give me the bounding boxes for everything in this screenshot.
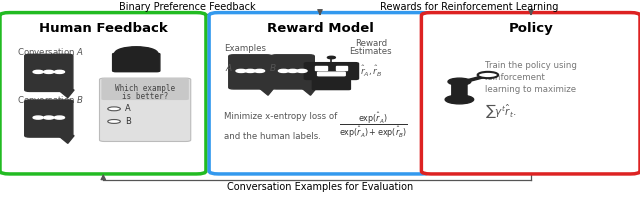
Circle shape xyxy=(44,70,54,73)
Text: $B$: $B$ xyxy=(269,62,277,73)
FancyBboxPatch shape xyxy=(209,13,431,174)
Text: B: B xyxy=(125,117,131,126)
Circle shape xyxy=(297,69,307,72)
FancyBboxPatch shape xyxy=(101,79,189,100)
FancyBboxPatch shape xyxy=(25,100,73,137)
Circle shape xyxy=(445,95,474,104)
Text: is better?: is better? xyxy=(122,92,168,101)
Text: Binary Preference Feedback: Binary Preference Feedback xyxy=(118,2,255,12)
Text: Train the policy using
reinforcement
learning to maximize: Train the policy using reinforcement lea… xyxy=(484,61,577,94)
FancyBboxPatch shape xyxy=(228,55,272,89)
Text: and the human labels.: and the human labels. xyxy=(224,132,321,140)
Text: Policy: Policy xyxy=(509,22,554,35)
Text: $\hat{r}_A, \hat{r}_B$: $\hat{r}_A, \hat{r}_B$ xyxy=(360,64,383,79)
Circle shape xyxy=(477,72,498,78)
Text: Conversation $A$: Conversation $A$ xyxy=(17,46,84,57)
Polygon shape xyxy=(58,136,74,143)
Circle shape xyxy=(448,78,471,85)
Circle shape xyxy=(108,120,120,123)
Circle shape xyxy=(33,70,44,73)
Circle shape xyxy=(54,70,65,73)
Text: Which example: Which example xyxy=(115,84,175,93)
Text: $\sum \gamma^t \hat{r}_t.$: $\sum \gamma^t \hat{r}_t.$ xyxy=(484,103,516,121)
FancyBboxPatch shape xyxy=(304,63,358,79)
Text: Estimates: Estimates xyxy=(349,47,392,56)
Text: Conversation $B$: Conversation $B$ xyxy=(17,94,84,105)
Bar xyxy=(316,66,327,70)
Text: $A$: $A$ xyxy=(225,62,233,73)
Polygon shape xyxy=(58,90,74,98)
Text: Human Feedback: Human Feedback xyxy=(39,22,168,35)
Circle shape xyxy=(278,69,289,72)
Circle shape xyxy=(108,107,120,111)
Circle shape xyxy=(328,56,335,59)
FancyBboxPatch shape xyxy=(421,13,640,174)
Polygon shape xyxy=(301,87,317,95)
Circle shape xyxy=(44,116,54,119)
Text: Minimize x-entropy loss of: Minimize x-entropy loss of xyxy=(224,112,337,121)
FancyBboxPatch shape xyxy=(99,78,191,141)
Polygon shape xyxy=(455,76,491,83)
Circle shape xyxy=(288,69,298,72)
Text: Reward Model: Reward Model xyxy=(267,22,373,35)
Circle shape xyxy=(255,69,264,72)
FancyBboxPatch shape xyxy=(452,81,467,100)
Text: A: A xyxy=(125,104,131,113)
FancyBboxPatch shape xyxy=(312,79,351,90)
Bar xyxy=(336,66,348,70)
Circle shape xyxy=(245,69,255,72)
Text: Examples: Examples xyxy=(224,44,266,53)
Circle shape xyxy=(115,47,158,60)
FancyBboxPatch shape xyxy=(25,54,73,91)
Text: Rewards for Reinforcement Learning: Rewards for Reinforcement Learning xyxy=(380,2,558,12)
Text: Conversation Examples for Evaluation: Conversation Examples for Evaluation xyxy=(227,182,413,192)
Text: $\dfrac{\exp(\hat{r}_A)}{\exp(\hat{r}_A)+\exp(\hat{r}_B)}$: $\dfrac{\exp(\hat{r}_A)}{\exp(\hat{r}_A)… xyxy=(339,111,408,140)
Circle shape xyxy=(236,69,246,72)
Circle shape xyxy=(54,116,65,119)
Polygon shape xyxy=(259,87,275,95)
Circle shape xyxy=(33,116,44,119)
Text: Reward: Reward xyxy=(355,39,387,48)
FancyBboxPatch shape xyxy=(113,53,160,72)
FancyBboxPatch shape xyxy=(317,72,345,76)
FancyBboxPatch shape xyxy=(271,55,314,89)
FancyBboxPatch shape xyxy=(0,13,206,174)
